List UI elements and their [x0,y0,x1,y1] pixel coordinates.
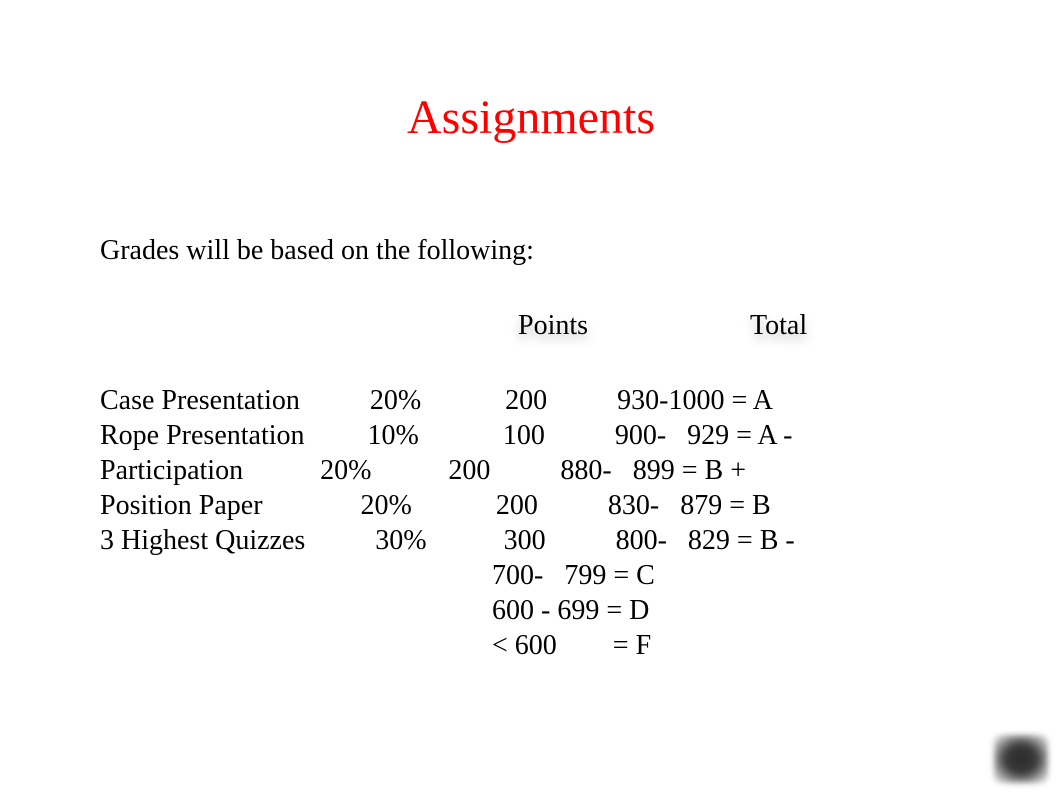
header-points: Points [518,310,588,342]
corner-shadow [994,735,1048,783]
header-total: Total [750,310,807,342]
table-row: Rope Presentation 10% 100 900- 929 = A - [100,420,1000,452]
intro-text: Grades will be based on the following: [100,235,534,267]
table-row: 700- 799 = C [100,560,1000,592]
table-row: < 600 = F [100,630,1000,662]
page-title: Assignments [0,90,1062,145]
table-row: 600 - 699 = D [100,595,1000,627]
table-row: Participation 20% 200 880- 899 = B + [100,455,1000,487]
table-row: Position Paper 20% 200 830- 879 = B [100,490,1000,522]
table-row: Case Presentation 20% 200 930-1000 = A [100,385,1000,417]
table-row: 3 Highest Quizzes 30% 300 800- 829 = B - [100,525,1000,557]
